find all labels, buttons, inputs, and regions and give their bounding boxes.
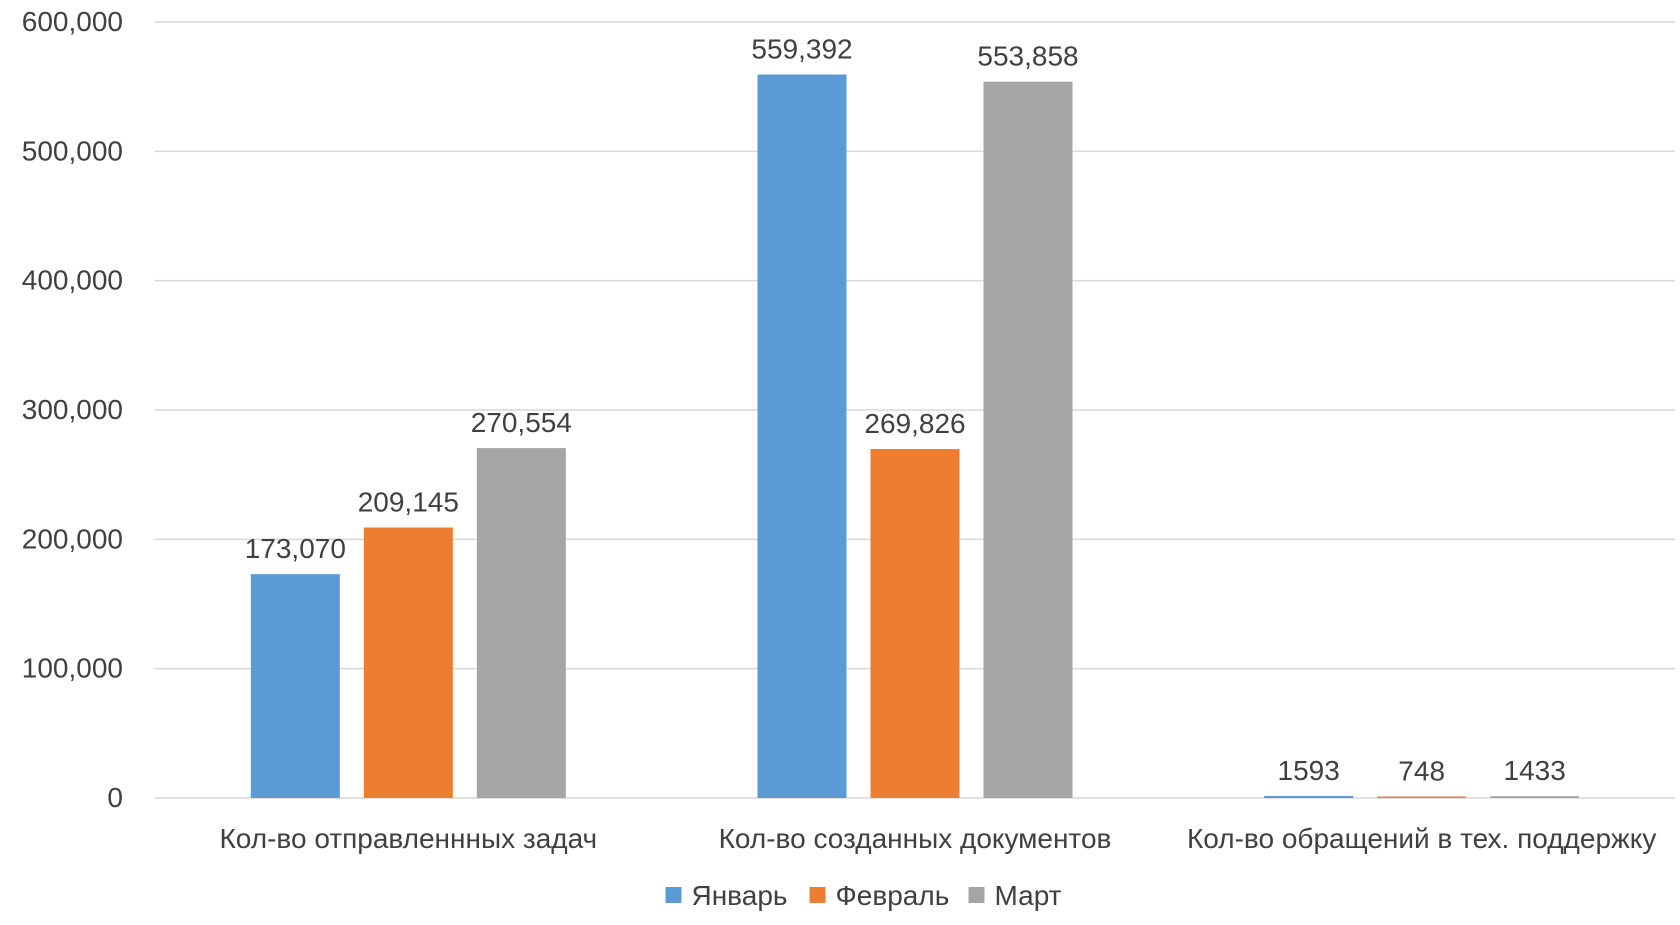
- data-label: 209,145: [358, 487, 459, 518]
- y-tick-label: 500,000: [22, 135, 123, 166]
- legend-swatch: [809, 887, 826, 903]
- y-tick-label: 200,000: [22, 523, 123, 554]
- bar-2-3: [1377, 796, 1467, 798]
- y-tick-label: 300,000: [22, 394, 123, 425]
- bar-2-1: [363, 527, 453, 798]
- data-label: 269,826: [864, 408, 965, 439]
- y-tick-label: 400,000: [22, 265, 123, 296]
- data-label: 270,554: [471, 407, 572, 438]
- x-category-label: Кол-во обращений в тех. поддержку: [1187, 823, 1656, 854]
- bar-3-1: [476, 448, 566, 798]
- bar-1-1: [250, 574, 340, 798]
- bar-1-2: [757, 74, 847, 799]
- data-label: 1433: [1504, 755, 1566, 786]
- legend-swatch: [665, 887, 682, 903]
- y-tick-label: 600,000: [22, 6, 123, 37]
- bar-3-2: [983, 81, 1073, 798]
- x-category-label: Кол-во отправленнных задач: [219, 823, 597, 854]
- legend-label: Январь: [692, 880, 788, 911]
- legend-label: Март: [995, 880, 1062, 911]
- data-label: 1593: [1278, 755, 1340, 786]
- bar-3-3: [1490, 796, 1580, 798]
- legend-swatch: [968, 887, 985, 903]
- data-label: 748: [1398, 756, 1445, 787]
- y-tick-label: 0: [107, 782, 123, 813]
- bar-1-3: [1264, 795, 1354, 798]
- data-label: 553,858: [977, 41, 1078, 72]
- bar-2-2: [870, 449, 960, 798]
- data-label: 173,070: [245, 533, 346, 564]
- data-label: 559,392: [751, 34, 852, 65]
- legend-label: Февраль: [836, 880, 950, 911]
- y-tick-label: 100,000: [22, 653, 123, 684]
- x-category-label: Кол-во созданных документов: [719, 823, 1112, 854]
